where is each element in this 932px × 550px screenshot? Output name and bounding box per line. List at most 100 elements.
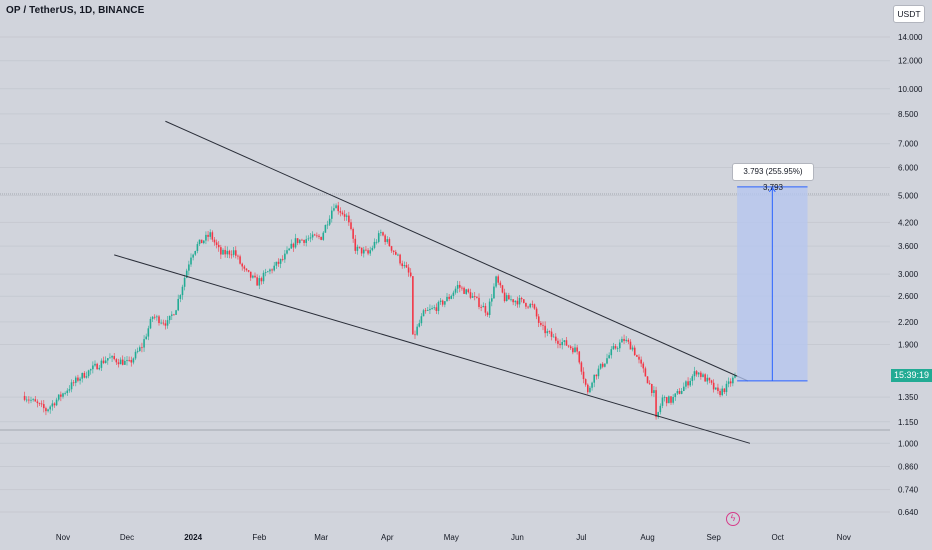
candle-body	[130, 359, 133, 363]
candle-body	[633, 347, 636, 356]
candle-body	[401, 263, 403, 267]
y-tick-label: 3.600	[898, 242, 919, 251]
candle-body	[548, 331, 551, 333]
candle-body	[463, 287, 465, 294]
x-tick-label: Oct	[771, 533, 784, 542]
candle-body	[343, 214, 346, 217]
candle-body	[439, 300, 442, 302]
candle-body	[476, 296, 478, 298]
symbol-title[interactable]: OP / TetherUS, 1D, BINANCE	[6, 5, 145, 16]
candle-body	[584, 379, 587, 385]
candle-body	[695, 371, 698, 375]
candle-body	[621, 338, 623, 343]
candle-body	[403, 265, 406, 267]
candle-body	[262, 272, 265, 282]
candle-body	[345, 215, 348, 217]
candle-body	[134, 351, 137, 359]
candle-body	[156, 316, 158, 318]
candle-body	[636, 355, 638, 357]
candle-body	[670, 396, 672, 403]
candle-body	[139, 347, 141, 351]
candle-body	[239, 256, 241, 264]
candle-body	[311, 234, 314, 238]
candle-body	[121, 359, 124, 365]
candle-body	[333, 208, 335, 211]
candle-body	[614, 346, 617, 349]
candle-body	[565, 340, 568, 346]
x-tick-label: Mar	[314, 533, 328, 542]
candle-body	[96, 363, 98, 370]
candle-body	[260, 278, 263, 282]
candle-body	[375, 241, 378, 243]
x-tick-label: Jun	[511, 533, 524, 542]
candle-body	[499, 282, 502, 286]
candle-body	[305, 239, 307, 243]
candle-body	[595, 374, 598, 377]
candle-body	[465, 289, 467, 294]
candle-body	[435, 307, 438, 311]
candle-body	[587, 384, 589, 393]
candle-body	[25, 399, 28, 401]
candle-body	[83, 372, 86, 378]
candle-body	[377, 233, 380, 242]
candle-body	[55, 399, 58, 406]
candle-body	[604, 363, 606, 367]
candle-body	[448, 296, 450, 299]
candle-body	[619, 342, 621, 349]
candle-body	[514, 300, 517, 303]
candle-body	[45, 408, 47, 412]
candle-body	[567, 345, 570, 347]
candle-body	[85, 376, 88, 378]
candle-body	[629, 341, 632, 350]
candle-body	[616, 348, 619, 350]
candle-body	[505, 295, 508, 302]
candle-body	[529, 303, 531, 308]
candle-body	[612, 346, 615, 350]
candle-body	[582, 371, 585, 380]
candle-body	[215, 242, 218, 245]
candle-body	[222, 249, 224, 255]
candle-body	[631, 347, 634, 350]
candle-body	[444, 301, 446, 305]
candle-body	[183, 277, 186, 287]
candle-body	[181, 286, 184, 296]
candle-body	[657, 412, 659, 418]
candle-body	[360, 247, 363, 254]
candle-body	[493, 286, 495, 299]
x-tick-label: Feb	[252, 533, 266, 542]
candle-body	[412, 276, 414, 335]
candle-body	[326, 224, 329, 226]
candle-body	[418, 323, 421, 327]
currency-button[interactable]: USDT	[893, 5, 925, 23]
candle-body	[136, 350, 139, 352]
candle-body	[269, 269, 271, 272]
y-tick-label: 1.900	[898, 340, 919, 349]
candle-body	[491, 298, 493, 302]
lightning-bolt-icon[interactable]: ϟ	[726, 512, 740, 526]
candle-body	[98, 367, 101, 370]
candle-body	[729, 381, 732, 384]
candle-body	[149, 318, 152, 329]
candle-body	[143, 339, 145, 348]
x-tick-label: Dec	[120, 533, 134, 542]
candle-body	[64, 393, 66, 394]
candle-body	[676, 391, 679, 394]
candle-body	[668, 396, 670, 404]
candle-body	[512, 299, 514, 303]
candle-body	[727, 381, 730, 384]
candle-body	[256, 277, 258, 286]
candle-body	[87, 370, 90, 377]
candle-body	[32, 399, 34, 401]
candle-body	[555, 336, 557, 341]
y-tick-label: 6.000	[898, 163, 919, 172]
candle-body	[192, 254, 194, 258]
candle-body	[593, 374, 595, 383]
candle-body	[369, 250, 371, 254]
candle-body	[117, 362, 120, 365]
candle-body	[497, 276, 499, 283]
candle-body	[717, 387, 719, 391]
candle-body	[723, 388, 726, 393]
candle-body	[185, 270, 188, 278]
